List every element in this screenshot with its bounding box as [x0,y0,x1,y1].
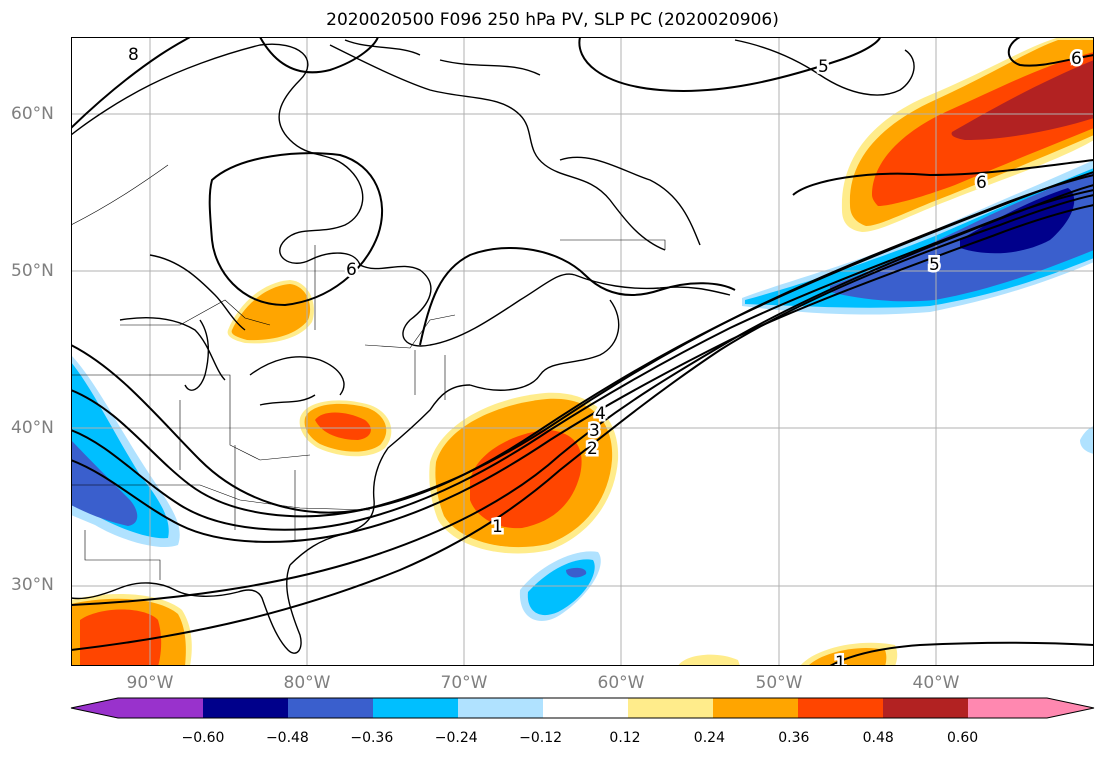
pv-positive-ne-max [951,60,1094,140]
colorbar-tick-label: −0.24 [434,730,478,746]
map-panel: 1 2 3 4 5 6 6 5 6 8 1 [71,37,1094,666]
lat-label-40n: 40°N [11,418,54,438]
colorbar-tick-label: −0.36 [350,730,394,746]
pv-positive-south-1 [678,654,740,666]
pv-negative-small-east [1080,426,1094,454]
pv-positive-midatlantic-core [315,412,371,440]
contour-1 [71,194,1094,651]
contour-4 [71,174,1094,518]
lon-label-90w: 90°W [126,673,174,693]
colorbar-cell [713,698,798,718]
contour-label-5: 5 [929,255,940,275]
colorbar-tick-label: −0.12 [519,730,563,746]
contour-label-1-south: 1 [835,653,846,666]
slp-contours [71,37,1094,666]
colorbar-tick-label: 0.12 [609,730,641,746]
contour-1-south [829,641,1094,666]
contour-label-4: 4 [595,404,606,424]
contour-upper-arc [259,37,379,74]
contour-5a [71,189,1094,531]
colorbar-tick-label: 0.24 [693,730,725,746]
lon-label-50w: 50°W [755,673,803,693]
lat-label-50n: 50°N [11,261,54,281]
colorbar-tick-label: −0.60 [181,730,225,746]
colorbar-cell [543,698,628,718]
colorbar-tick-label: 0.36 [778,730,810,746]
colorbar-cell [288,698,373,718]
colorbar-cell [798,698,883,718]
map-title: 2020020500 F096 250 hPa PV, SLP PC (2020… [326,10,779,30]
colorbar-cell [883,698,968,718]
contour-label-3: 3 [589,421,600,441]
coastlines [71,39,915,654]
lat-label-30n: 30°N [11,575,54,595]
pv-positive-greatlakes-mid [231,284,311,341]
colorbar-cell [458,698,543,718]
colorbar-cell [628,698,713,718]
borders [71,164,666,580]
contour-6-corner [1007,37,1094,67]
colorbar-extend-high [968,698,1094,718]
contour-6-low [208,152,383,307]
colorbar-cell [203,698,288,718]
pv-positive-shading [71,37,1094,666]
colorbar-tick-label: 0.60 [947,730,979,746]
pv-negative-gulf-core [71,440,138,526]
lat-label-60n: 60°N [11,104,54,124]
contour-5b [71,204,1094,543]
lon-label-80w: 80°W [283,673,331,693]
contour-5-upper [578,37,881,92]
contour-label-6-corner: 6 [1071,49,1082,69]
colorbar-cell [373,698,458,718]
contour-label-2: 2 [587,439,598,459]
contour-label-1: 1 [492,517,503,537]
contour-label-8: 8 [128,45,139,65]
contour-labels: 1 2 3 4 5 6 6 5 6 8 1 [126,43,1085,667]
colorbar-tick-label: −0.48 [265,730,309,746]
pv-positive-gulf-core [80,609,162,666]
contour-label-6-east: 6 [976,173,987,193]
lon-label-40w: 40°W [912,673,960,693]
graticule [71,37,1094,666]
lon-label-60w: 60°W [597,673,645,693]
lon-label-70w: 70°W [440,673,488,693]
contour-label-6-low: 6 [346,260,357,280]
colorbar-tick-label: 0.48 [862,730,894,746]
map-svg: 1 2 3 4 5 6 6 5 6 8 1 [71,37,1094,666]
contour-3 [71,171,1094,514]
contour-8-corner [71,37,191,129]
colorbar-extend-low [71,698,203,718]
pv-positive-atlantic-core [470,430,582,529]
contour-big-trough [419,246,736,346]
pv-negative-subtropical-max [566,567,587,578]
contour-label-5-upper: 5 [818,57,829,77]
contour-6-east [792,159,1094,196]
